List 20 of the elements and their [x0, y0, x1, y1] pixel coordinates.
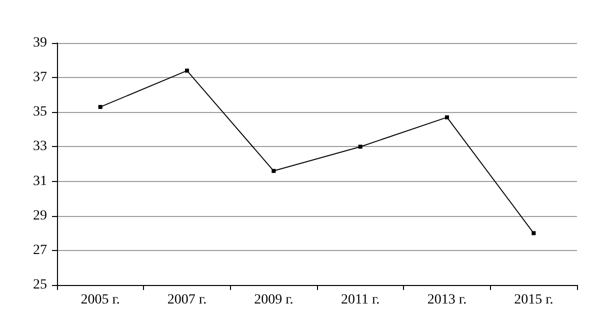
y-tick-label: 29: [33, 208, 47, 224]
x-tick-label: 2015 г.: [514, 292, 554, 308]
point: [358, 144, 362, 149]
point: [185, 68, 189, 73]
x-tick-label: 2013 г.: [427, 292, 467, 308]
x-tick-label: 2011 г.: [341, 292, 380, 308]
y-tick-label: 25: [33, 278, 47, 292]
y-tick-label: 27: [33, 242, 47, 258]
point: [532, 231, 536, 236]
y-tick-label: 35: [33, 104, 47, 120]
point: [272, 168, 276, 173]
x-tick-label: 2009 г.: [254, 292, 294, 308]
x-tick-label: 2007 г.: [167, 292, 207, 308]
y-tick-label: 31: [33, 174, 47, 189]
x-tick-label: 2005 г.: [80, 292, 120, 308]
point: [445, 115, 449, 120]
point: [98, 104, 102, 109]
y-tick-label: 33: [33, 139, 47, 154]
y-tick-label: 37: [33, 70, 47, 86]
y-tick-label: 39: [33, 36, 47, 50]
